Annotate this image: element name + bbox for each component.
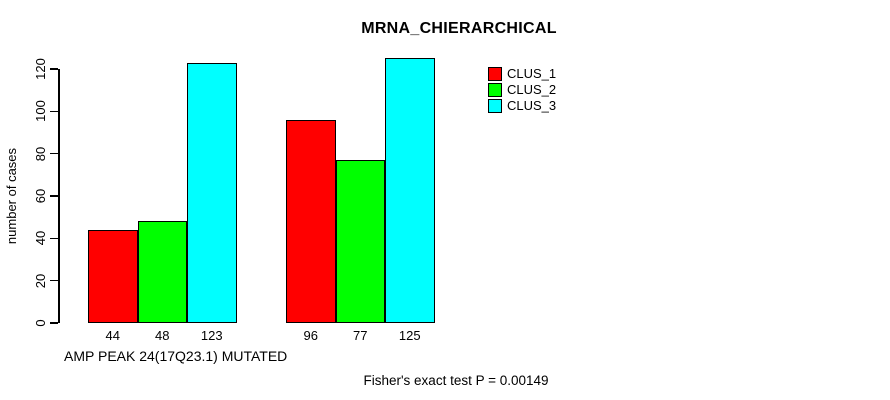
bar-clus_1-group1 [88, 229, 138, 323]
bar-value-label: 44 [105, 328, 120, 343]
legend-item-clus_2: CLUS_2 [488, 82, 556, 98]
y-tick-label: 20 [33, 273, 48, 288]
legend-swatch-icon [488, 83, 502, 97]
y-tick-label: 40 [33, 231, 48, 246]
chart-title: MRNA_CHIERARCHICAL [361, 20, 557, 37]
x-axis-label: AMP PEAK 24(17Q23.1) MUTATED [64, 348, 288, 364]
y-tick-label: 60 [33, 188, 48, 204]
bar-clus_3-group2 [385, 58, 435, 323]
y-axis-label: number of cases [4, 147, 19, 245]
legend-swatch-icon [488, 99, 502, 113]
bar-value-label: 125 [398, 328, 421, 343]
bar-clus_2-group1 [137, 221, 187, 323]
legend-item-clus_1: CLUS_1 [488, 66, 556, 82]
bar-clus_3-group1 [187, 62, 237, 323]
legend-label: CLUS_1 [507, 66, 557, 81]
y-tick-label: 100 [33, 100, 48, 123]
legend: CLUS_1 CLUS_2 CLUS_3 [488, 66, 556, 114]
bar-value-label: 123 [200, 328, 223, 343]
bar-value-label: 77 [353, 328, 368, 343]
fisher-test-annotation: Fisher's exact test P = 0.00149 [363, 373, 549, 388]
bar-clus_1-group2 [286, 119, 336, 323]
y-tick-mark [50, 195, 58, 197]
legend-item-clus_3: CLUS_3 [488, 98, 556, 114]
legend-label: CLUS_3 [507, 98, 557, 113]
bar-clus_2-group2 [335, 160, 385, 323]
y-tick-label: 0 [33, 319, 48, 327]
y-tick-label: 120 [33, 58, 48, 80]
bar-value-label: 96 [303, 328, 318, 343]
y-tick-label: 80 [33, 146, 48, 161]
y-tick-mark [50, 152, 58, 155]
y-tick-mark [50, 237, 58, 240]
y-axis-line [58, 69, 60, 323]
y-tick-mark [50, 68, 58, 70]
bar-value-label: 48 [155, 328, 170, 343]
y-tick-mark [50, 279, 58, 282]
y-tick-mark [50, 322, 58, 324]
legend-swatch-icon [488, 67, 502, 81]
legend-label: CLUS_2 [507, 82, 557, 97]
y-tick-mark [50, 110, 58, 113]
